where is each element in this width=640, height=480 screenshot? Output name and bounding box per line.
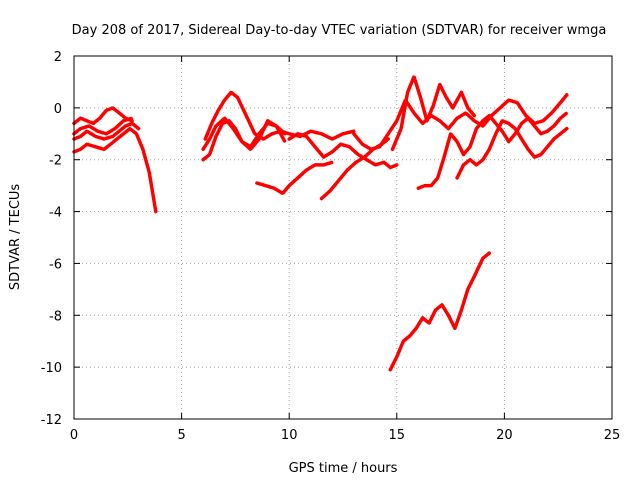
x-tick-label: 20 bbox=[496, 428, 513, 443]
series-arc-12 bbox=[390, 74, 477, 152]
series-arc-7 bbox=[201, 116, 287, 152]
y-tick-label: -10 bbox=[41, 361, 62, 376]
series-arc-13 bbox=[388, 251, 492, 372]
x-axis-label: GPS time / hours bbox=[289, 461, 398, 476]
y-tick-label: 2 bbox=[54, 50, 62, 65]
y-tick-label: -2 bbox=[49, 154, 62, 169]
y-axis-label: SDTVAR / TECUs bbox=[8, 184, 23, 291]
series-arc-8 bbox=[255, 160, 334, 196]
series-arc-15 bbox=[455, 119, 569, 180]
data-series-layer bbox=[72, 74, 569, 372]
x-tick-label: 25 bbox=[604, 428, 621, 443]
x-tick-label: 10 bbox=[281, 428, 298, 443]
x-tick-label: 15 bbox=[389, 428, 406, 443]
y-tick-label: -6 bbox=[49, 257, 62, 272]
y-tick-label: -8 bbox=[49, 309, 62, 324]
series-arc-4 bbox=[72, 116, 134, 136]
chart-title: Day 208 of 2017, Sidereal Day-to-day VTE… bbox=[72, 23, 607, 38]
series-arc-9 bbox=[287, 132, 399, 170]
y-tick-label: -4 bbox=[49, 206, 62, 221]
y-tick-label: -12 bbox=[41, 413, 62, 428]
x-tick-label: 5 bbox=[177, 428, 185, 443]
series-arc-3 bbox=[72, 106, 134, 126]
x-tick-label: 0 bbox=[70, 428, 78, 443]
plot-frame bbox=[73, 55, 613, 420]
series-arc-5 bbox=[203, 90, 356, 141]
y-tick-label: 0 bbox=[54, 102, 62, 117]
series-arc-2 bbox=[72, 121, 141, 141]
grid-lines bbox=[74, 56, 612, 419]
axis-ticks: 0 5 10 15 20 25 -12 -10 -8 -6 -4 -2 0 2 bbox=[41, 50, 621, 443]
series-arc-14 bbox=[416, 111, 569, 190]
series-arc-1 bbox=[72, 126, 158, 214]
